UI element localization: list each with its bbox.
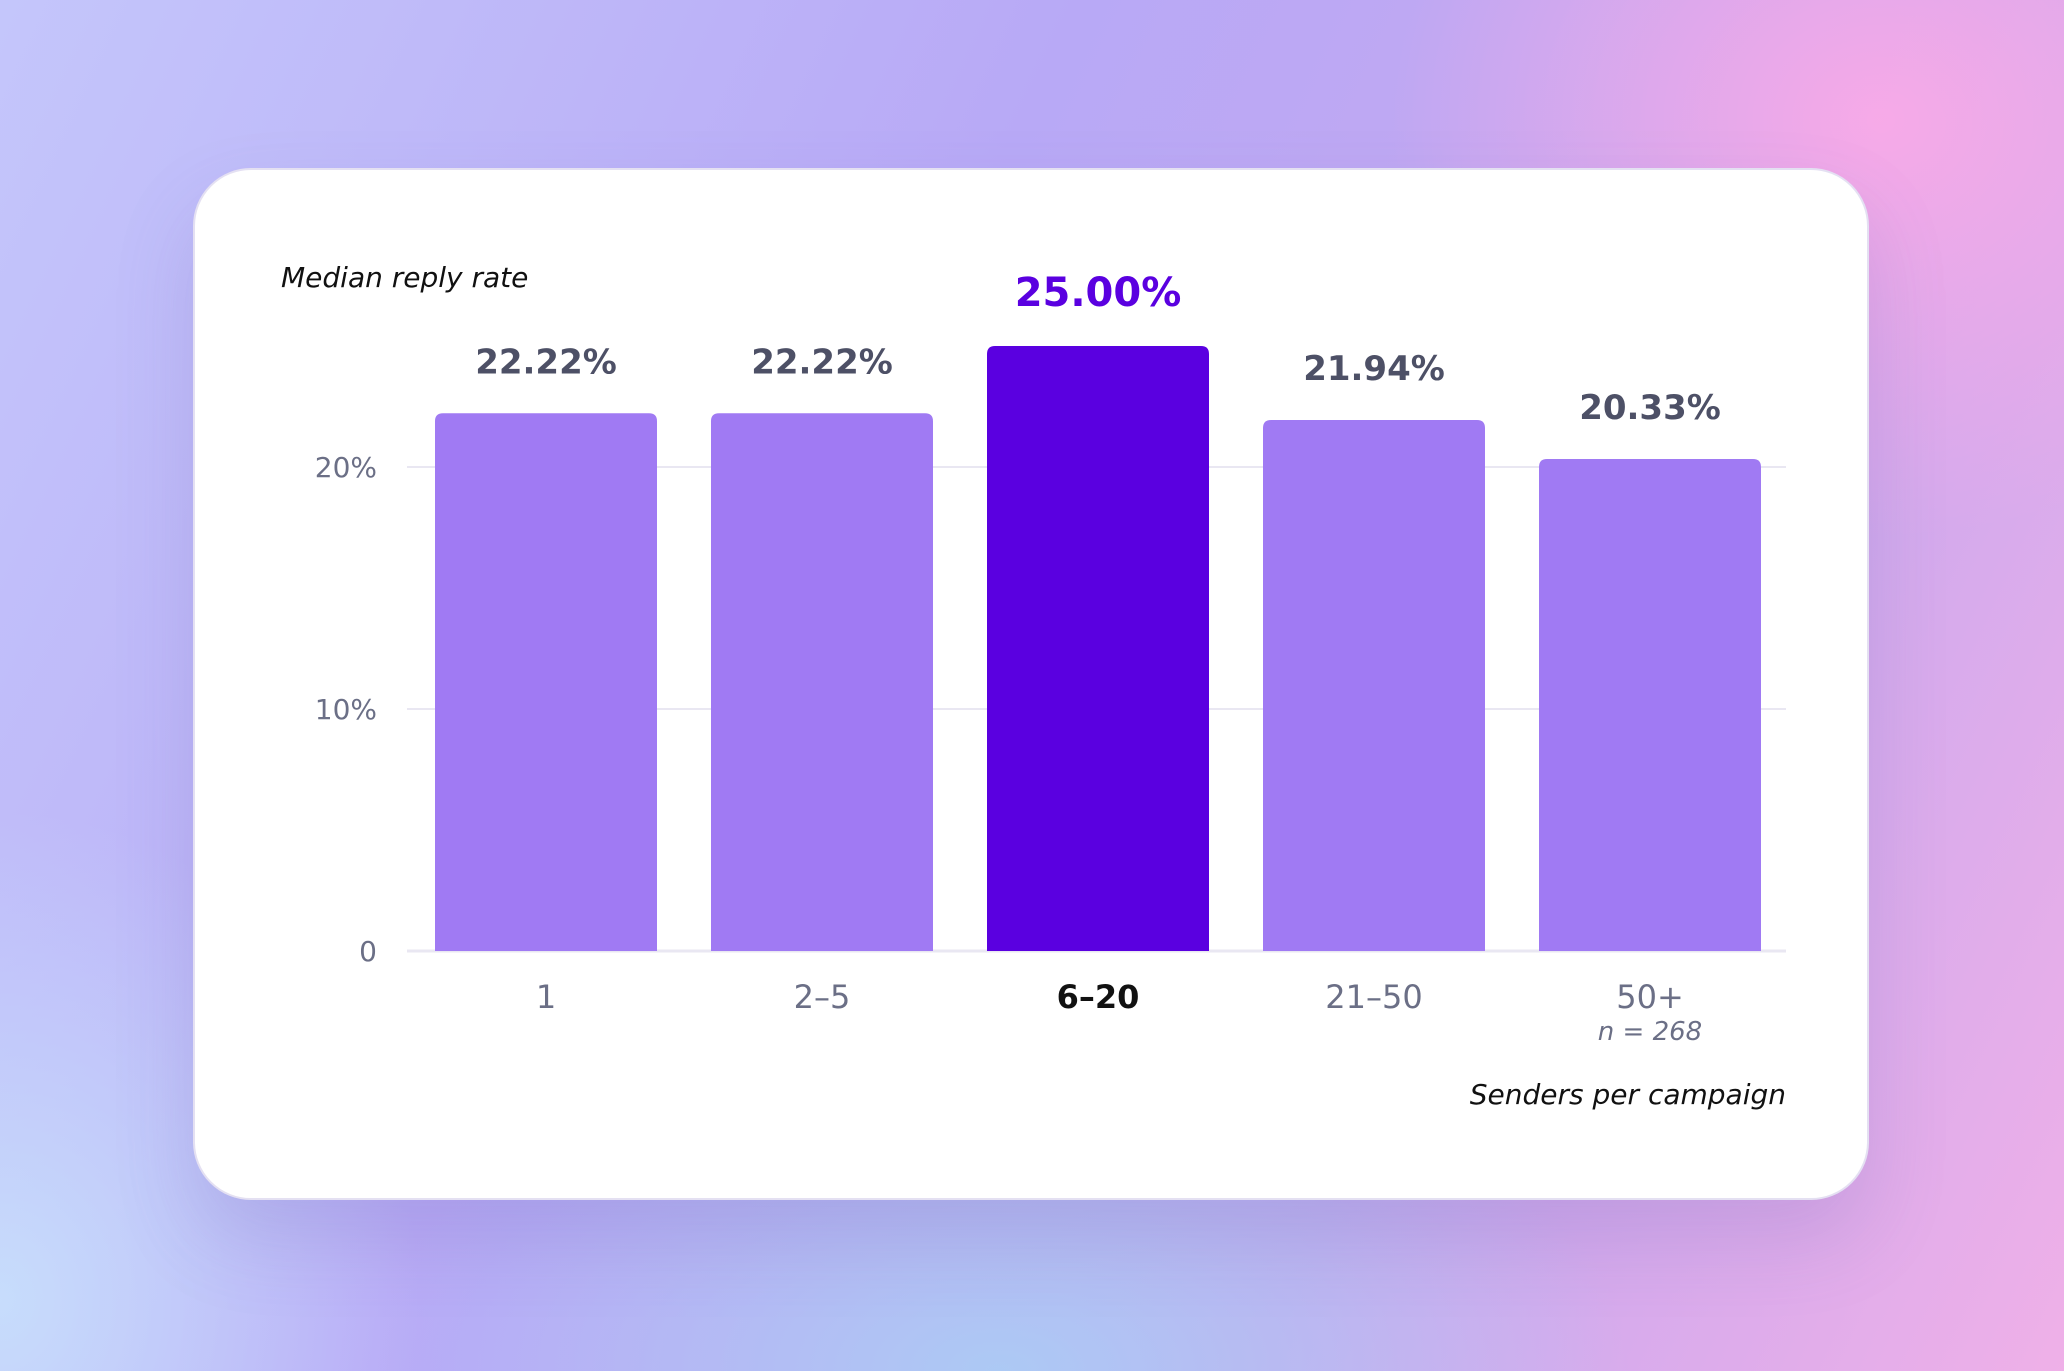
x-category-label: 1 [536,978,556,1016]
x-category-label: 21–50 [1325,978,1422,1016]
bar [1263,420,1485,951]
y-axis-title: Median reply rate [281,261,528,294]
x-axis-title: Senders per campaign [1470,1078,1786,1111]
bar [1539,459,1761,951]
sample-size-note: n = 268 [1598,1017,1702,1047]
y-tick-label: 10% [315,693,377,726]
bar [711,413,933,951]
bar-value-label: 22.22% [475,342,617,382]
bar-value-label: 20.33% [1579,388,1721,428]
x-category-label: 2–5 [794,978,851,1016]
x-category-label: 6–20 [1057,978,1140,1016]
bar-chart: Median reply rate 0 10% 20% 22.22% 1 22.22% 2–… [281,261,1786,1111]
y-tick-label: 0 [359,935,377,968]
bar-value-label: 21.94% [1303,349,1445,389]
bar-value-label: 22.22% [751,342,893,382]
bar-highlighted [987,346,1209,951]
bar [435,413,657,951]
bar-value-label: 25.00% [1015,270,1182,316]
y-tick-label: 20% [315,451,377,484]
chart-card: Median reply rate 0 10% 20% 22.22% 1 22.22% 2–… [193,168,1869,1200]
x-category-label: 50+ [1616,978,1684,1016]
